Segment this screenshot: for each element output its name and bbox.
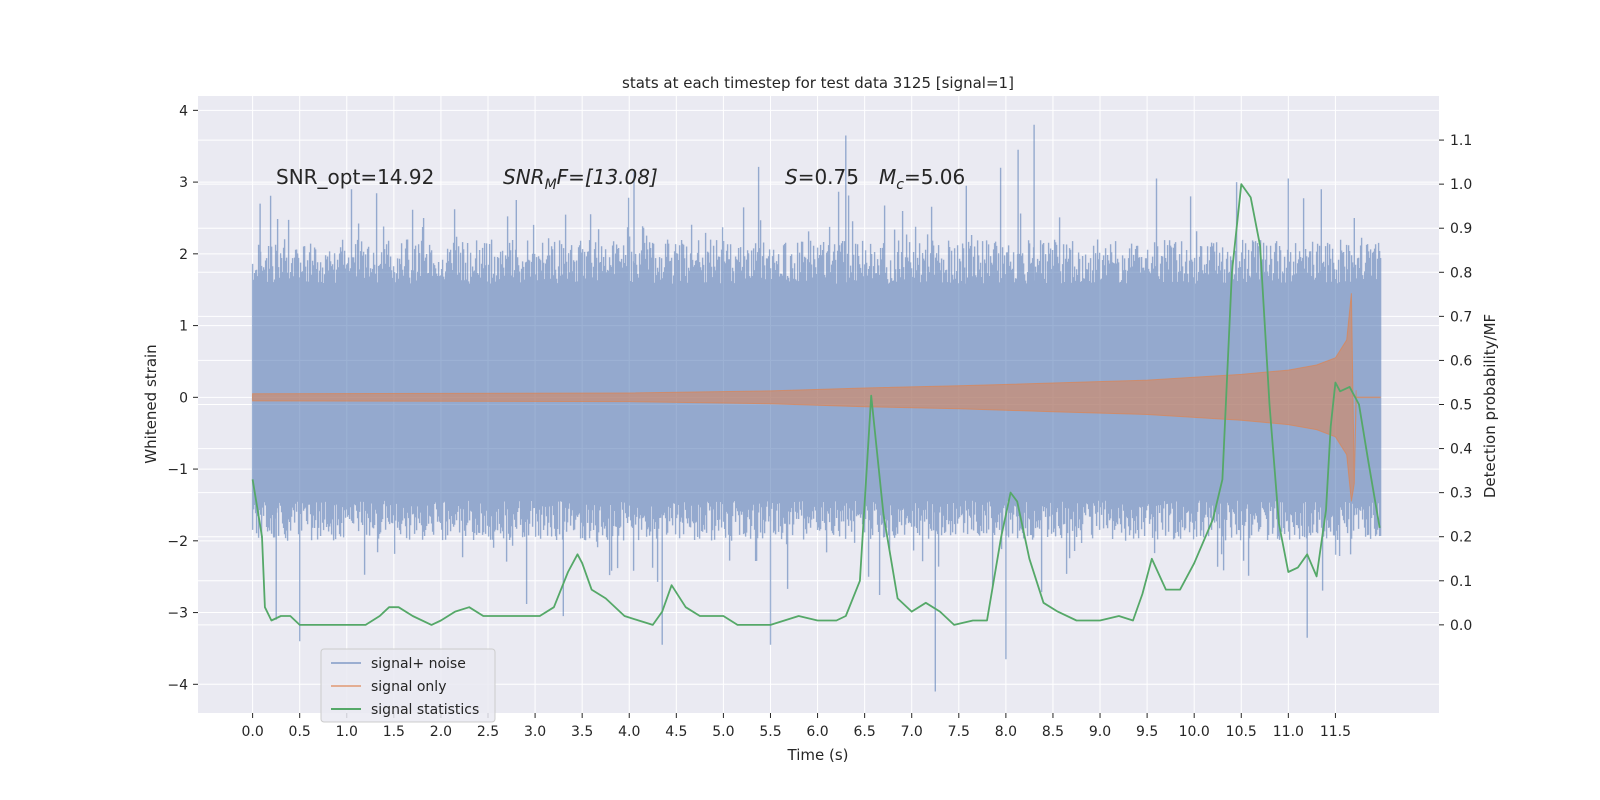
- x-tick-label: 10.0: [1179, 724, 1210, 740]
- snr-opt-annotation: SNR_opt=14.92: [276, 165, 434, 189]
- y-tick-label: 4: [179, 103, 188, 119]
- right-y-tick-label: 1.0: [1450, 177, 1472, 193]
- snr-mf-value: F=[13.08]: [557, 165, 658, 189]
- x-tick-label: 7.5: [948, 724, 970, 740]
- mc-variable: M: [879, 165, 896, 189]
- chart-title: stats at each timestep for test data 312…: [622, 74, 1014, 92]
- signal-statistics-series: [251, 183, 1381, 626]
- y-tick-label: −4: [167, 677, 188, 693]
- right-y-tick-label: 0.2: [1450, 530, 1472, 546]
- y-tick-label: −1: [167, 462, 188, 478]
- s-annotation: S=0.75: [785, 165, 859, 189]
- y-tick-label: 3: [179, 175, 188, 191]
- legend: signal+ noise signal only signal statist…: [320, 648, 496, 723]
- right-y-tick-label: 0.6: [1450, 353, 1472, 369]
- x-tick-label: 3.0: [524, 724, 546, 740]
- snr-mf-annotation: SNRMF=[13.08]: [503, 165, 658, 193]
- signal-statistics-line: [251, 183, 1381, 626]
- x-tick-label: 9.0: [1089, 724, 1111, 740]
- y-tick-label: −3: [167, 606, 188, 622]
- right-y-tick-label: 0.5: [1450, 398, 1472, 414]
- x-tick-label: 11.5: [1320, 724, 1351, 740]
- y-axis-label: Whitened strain: [142, 344, 160, 463]
- legend-box: [320, 648, 496, 723]
- snr-mf-base: SNR: [503, 165, 545, 189]
- s-value: =0.75: [798, 165, 859, 189]
- x-tick-label: 8.5: [1042, 724, 1064, 740]
- y-axis-ticks: 4 3 2 1 0 −1 −2 −3 −4: [167, 103, 198, 693]
- right-y-tick-label: 0.7: [1450, 309, 1472, 325]
- x-tick-label: 11.0: [1273, 724, 1304, 740]
- right-y-tick-label: 0.9: [1450, 221, 1472, 237]
- right-y-axis-ticks: 1.1 1.0 0.9 0.8 0.7 0.6 0.5 0.4 0.3 0.2 0.1 0.0: [1439, 133, 1472, 634]
- x-tick-label: 7.0: [901, 724, 923, 740]
- legend-label-signal-noise: signal+ noise: [371, 656, 466, 672]
- right-y-tick-label: 0.4: [1450, 442, 1472, 458]
- right-y-tick-label: 0.3: [1450, 486, 1472, 502]
- x-tick-label: 0.0: [241, 724, 263, 740]
- mc-value: =5.06: [904, 165, 965, 189]
- right-y-axis-label: Detection probability/MF: [1481, 314, 1499, 498]
- x-tick-label: 4.0: [618, 724, 640, 740]
- legend-label-signal-only: signal only: [371, 679, 446, 695]
- right-y-tick-label: 0.1: [1450, 574, 1472, 590]
- x-axis-label: Time (s): [787, 746, 849, 764]
- x-tick-label: 10.5: [1226, 724, 1257, 740]
- x-tick-label: 1.0: [336, 724, 358, 740]
- snr-mf-subscript: M: [545, 177, 557, 193]
- right-y-tick-label: 0.0: [1450, 618, 1472, 634]
- right-y-tick-label: 1.1: [1450, 133, 1472, 149]
- signal-only-chirp: [252, 293, 1357, 502]
- right-y-tick-label: 0.8: [1450, 265, 1472, 281]
- s-variable: S: [785, 165, 798, 189]
- mc-annotation: Mc=5.06: [879, 165, 965, 193]
- x-tick-label: 5.0: [712, 724, 734, 740]
- y-tick-label: 2: [179, 247, 188, 263]
- y-tick-label: 1: [179, 319, 188, 335]
- x-tick-label: 4.5: [665, 724, 687, 740]
- x-tick-label: 1.5: [383, 724, 405, 740]
- x-tick-label: 6.5: [854, 724, 876, 740]
- x-axis-ticks: 0.0 0.5 1.0 1.5 2.0 2.5 3.0 3.5 4.0 4.5 5.0 5.5 6.0 6…: [241, 713, 1351, 740]
- mc-subscript: c: [896, 177, 904, 193]
- x-tick-label: 8.0: [995, 724, 1017, 740]
- signal-only-series: [252, 293, 1381, 502]
- x-tick-label: 6.0: [806, 724, 828, 740]
- y-tick-label: −2: [167, 534, 188, 550]
- y-tick-label: 0: [179, 390, 188, 406]
- x-tick-label: 2.0: [430, 724, 452, 740]
- x-tick-label: 2.5: [477, 724, 499, 740]
- x-tick-label: 9.5: [1136, 724, 1158, 740]
- x-tick-label: 0.5: [289, 724, 311, 740]
- x-tick-label: 5.5: [759, 724, 781, 740]
- legend-label-signal-statistics: signal statistics: [371, 702, 479, 718]
- x-tick-label: 3.5: [571, 724, 593, 740]
